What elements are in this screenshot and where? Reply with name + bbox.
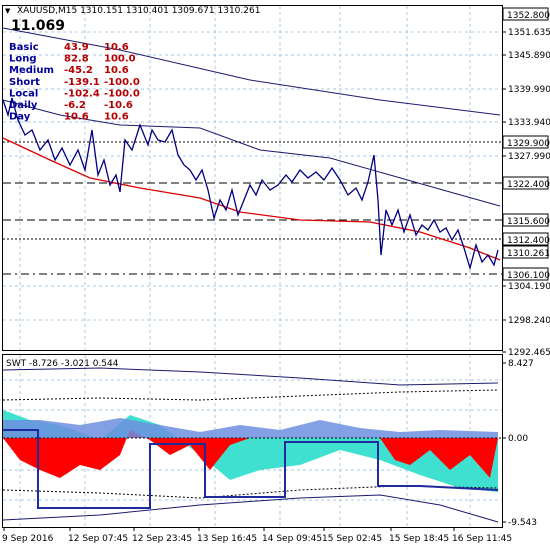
time-tick-label: 9 Sep 2016 [2,534,54,544]
time-tick-label: 14 Sep 09:45 [262,534,322,544]
price-line [2,97,499,271]
main-chart-frame [2,5,503,351]
stat-value-2: -10.6 [104,100,133,111]
indicator-plot [2,367,502,523]
stat-label: Day [9,112,31,123]
price-tick-label: 1298.240 [508,316,550,326]
stat-label: Basic [9,42,39,53]
stat-label: Local [9,88,38,99]
stat-value-1: 43.9 [64,42,89,53]
ma-short-line [2,137,501,261]
price-tick-label: 1292.465 [508,348,550,358]
price-level-box [502,232,549,246]
ind-tick-label: -9.543 [508,518,537,528]
chart-header: ▼ XAUUSD,M15 1310.151 1310.401 1309.671 … [5,6,260,16]
ma-long-line [2,27,501,116]
ind-tick-label: 0.00 [508,434,528,444]
price-level-box [502,7,549,21]
price-level-box [502,135,549,149]
price-level-label: 1352.800 [507,11,550,21]
stat-value-2: 10.6 [104,42,129,53]
stat-label: Long [9,54,37,65]
price-tick-label: 1339.990 [508,85,550,95]
symbol-ohlc-text: XAUUSD,M15 1310.151 1310.401 1309.671 13… [17,6,260,16]
stat-value-1: 82.8 [64,54,89,65]
price-level-label: 1306.100 [507,271,550,281]
price-level-box [502,176,549,190]
stat-value-2: 100.0 [104,54,136,65]
time-tick-label: 15 Sep 18:45 [389,534,449,544]
stat-value-1: -45.2 [64,65,93,76]
price-level-label: 1312.400 [507,236,550,246]
stats-table: Basic 43.9 10.6 Long 82.8 100.0 Medium -45.2 10.… [9,42,140,123]
ma-medium-line [2,99,501,207]
price-level-box [502,245,549,259]
ind-lower-line [2,494,499,523]
stat-label: Short [9,77,40,88]
big-value: 11.069 [11,18,65,34]
ind-step-line [3,429,499,509]
stat-value-2: 10.6 [104,65,129,76]
price-level-box [502,267,549,281]
price-tick-label: 1327.990 [508,152,550,162]
price-tick-label: 1304.190 [508,282,550,292]
dropdown-icon[interactable]: ▼ [5,7,11,15]
price-axis: 1351.635 1345.890 1339.990 1333.940 1327.990… [502,7,550,358]
price-level-label: 1329.900 [507,139,550,149]
stat-value-1: -6.2 [64,100,86,111]
ind-tick-label: 8.427 [508,359,534,369]
time-tick-label: 12 Sep 07:45 [68,534,128,544]
price-tick-label: 1351.635 [508,28,550,38]
price-plot [2,27,502,275]
time-tick-label: 15 Sep 02:45 [322,534,382,544]
stat-value-1: -102.4 [64,88,100,99]
indicator-axis: 8.427 0.00 -9.543 [502,359,537,528]
fill-blue-area [3,418,498,438]
price-tick-label: 1333.940 [508,118,550,128]
time-axis: 9 Sep 2016 12 Sep 07:45 12 Sep 23:45 13 Sep… [2,527,512,544]
price-level-label: 1310.261 [507,249,550,259]
time-tick-label: 12 Sep 23:45 [132,534,192,544]
stat-value-1: 10.6 [64,112,89,123]
stat-label: Medium [9,65,54,76]
time-tick-label: 16 Sep 11:45 [452,534,512,544]
ind-mid-line [2,389,499,401]
stat-value-2: -100.0 [104,77,140,88]
price-level-label: 1322.400 [507,180,550,190]
ind-upper-line [2,367,499,386]
fill-red-area-1 [3,430,250,478]
stat-value-2: -100.0 [104,88,140,99]
time-tick-label: 13 Sep 16:45 [197,534,257,544]
stat-label: Daily [9,100,38,111]
price-level-box [502,213,549,227]
price-level-label: 1315.600 [507,217,550,227]
indicator-title: SWT -8.726 -3.021 0.544 [6,359,119,369]
stat-value-2: 10.6 [104,112,129,123]
fill-red-area-2 [380,438,498,478]
stat-value-1: -139.1 [64,77,100,88]
price-tick-label: 1345.890 [508,51,550,61]
